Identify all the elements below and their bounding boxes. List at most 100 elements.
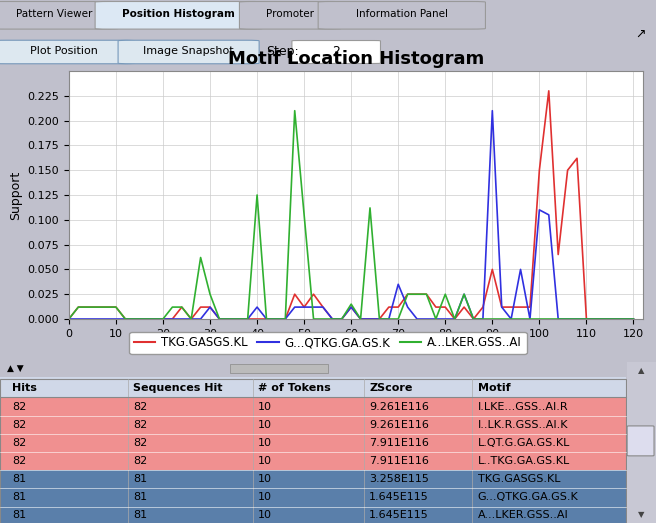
TKG.GASGS.KL [197,304,205,310]
Text: Information Panel: Information Panel [356,9,448,19]
Text: ▲ ▼: ▲ ▼ [7,364,23,373]
Text: 81: 81 [12,493,26,503]
TKG.GASGS.KL [366,316,374,322]
TKG.GASGS.KL [564,167,571,173]
FancyBboxPatch shape [0,2,118,29]
Text: 81: 81 [12,510,26,520]
G...QTKG.GA.GS.K [630,316,638,322]
Line: TKG.GASGS.KL: TKG.GASGS.KL [69,91,634,319]
Bar [0,470,626,488]
Text: 82: 82 [12,402,26,412]
Text: # of Tokens: # of Tokens [258,383,331,393]
Text: L..TKG.GA.GS.KL: L..TKG.GA.GS.KL [478,456,570,466]
A...LKER.GSS..AI [413,291,421,298]
Line: A...LKER.GSS..AI: A...LKER.GSS..AI [69,111,634,319]
Text: Step:: Step: [266,45,298,58]
FancyBboxPatch shape [627,426,654,456]
Text: 82: 82 [12,420,26,430]
Text: 1.645E115: 1.645E115 [369,493,429,503]
Text: Position Histogram: Position Histogram [122,9,236,19]
Line: G...QTKG.GA.GS.K: G...QTKG.GA.GS.K [69,111,634,319]
TKG.GASGS.KL [403,291,411,298]
Text: 1.645E115: 1.645E115 [369,510,429,520]
FancyBboxPatch shape [318,2,485,29]
G...QTKG.GA.GS.K [178,316,186,322]
FancyBboxPatch shape [118,40,259,64]
Text: 10: 10 [258,402,272,412]
Text: L.QT.G.GA.GS.KL: L.QT.G.GA.GS.KL [478,438,570,448]
G...QTKG.GA.GS.K [262,316,270,322]
TKG.GASGS.KL [262,316,270,322]
Text: 82: 82 [133,438,148,448]
Bar [0,377,626,397]
Text: Image Snapshot: Image Snapshot [143,47,234,56]
Bar [0,434,626,452]
Text: 82: 82 [12,456,26,466]
Bar [627,362,656,523]
TKG.GASGS.KL [65,316,73,322]
Text: 7.911E116: 7.911E116 [369,456,429,466]
Text: I..LK.R.GSS..AI.K: I..LK.R.GSS..AI.K [478,420,568,430]
A...LKER.GSS..AI [262,316,270,322]
Text: 10: 10 [258,474,272,484]
Text: 3.258E115: 3.258E115 [369,474,429,484]
Text: 81: 81 [133,474,148,484]
Text: 81: 81 [133,493,148,503]
Text: TKG.GASGS.KL: TKG.GASGS.KL [478,474,560,484]
Bar [230,365,328,373]
G...QTKG.GA.GS.K [366,316,374,322]
G...QTKG.GA.GS.K [65,316,73,322]
Text: 81: 81 [12,474,26,484]
Bar [0,379,626,523]
TKG.GASGS.KL [630,316,638,322]
FancyBboxPatch shape [292,40,380,63]
Text: A...LKER.GSS..AI: A...LKER.GSS..AI [478,510,568,520]
A...LKER.GSS..AI [197,254,205,260]
Text: 82: 82 [133,402,148,412]
Text: G...QTKG.GA.GS.K: G...QTKG.GA.GS.K [478,493,579,503]
Bar [0,397,626,416]
Text: Promoter: Promoter [266,9,314,19]
Text: 7.911E116: 7.911E116 [369,438,429,448]
Text: Sequences Hit: Sequences Hit [133,383,222,393]
G...QTKG.GA.GS.K [197,316,205,322]
Text: 2: 2 [332,45,340,58]
Text: 82: 82 [133,456,148,466]
A...LKER.GSS..AI [291,108,298,114]
G...QTKG.GA.GS.K [488,108,496,114]
Text: 81: 81 [133,510,148,520]
Bar [0,507,626,523]
Text: ▲: ▲ [638,366,645,374]
FancyBboxPatch shape [239,2,341,29]
Text: Motif: Motif [478,383,510,393]
Text: Pattern Viewer: Pattern Viewer [16,9,92,19]
Text: 10: 10 [258,456,272,466]
Text: ZScore: ZScore [369,383,413,393]
Bar [0,488,626,507]
Text: 10: 10 [258,510,272,520]
X-axis label: Position: Position [332,344,380,357]
Text: I.LKE...GSS..AI.R: I.LKE...GSS..AI.R [478,402,568,412]
Text: 82: 82 [133,420,148,430]
G...QTKG.GA.GS.K [564,316,571,322]
A...LKER.GSS..AI [178,304,186,310]
Y-axis label: Support: Support [9,170,22,220]
A...LKER.GSS..AI [65,316,73,322]
TKG.GASGS.KL [545,88,553,94]
TKG.GASGS.KL [178,304,186,310]
Text: 9.261E116: 9.261E116 [369,420,429,430]
Text: Hits: Hits [12,383,37,393]
G...QTKG.GA.GS.K [403,304,411,310]
Legend: TKG.GASGS.KL, G...QTKG.GA.GS.K, A...LKER.GSS..AI: TKG.GASGS.KL, G...QTKG.GA.GS.K, A...LKER… [129,332,527,354]
Text: 10: 10 [258,420,272,430]
Bar [0,416,626,434]
Text: 10: 10 [258,493,272,503]
A...LKER.GSS..AI [630,316,638,322]
Text: ↗: ↗ [636,28,646,40]
Text: 10: 10 [258,438,272,448]
Text: ▼: ▼ [638,510,645,519]
FancyBboxPatch shape [95,2,262,29]
Text: 82: 82 [12,438,26,448]
FancyBboxPatch shape [0,40,134,64]
Title: Motif Location Histogram: Motif Location Histogram [228,50,484,68]
